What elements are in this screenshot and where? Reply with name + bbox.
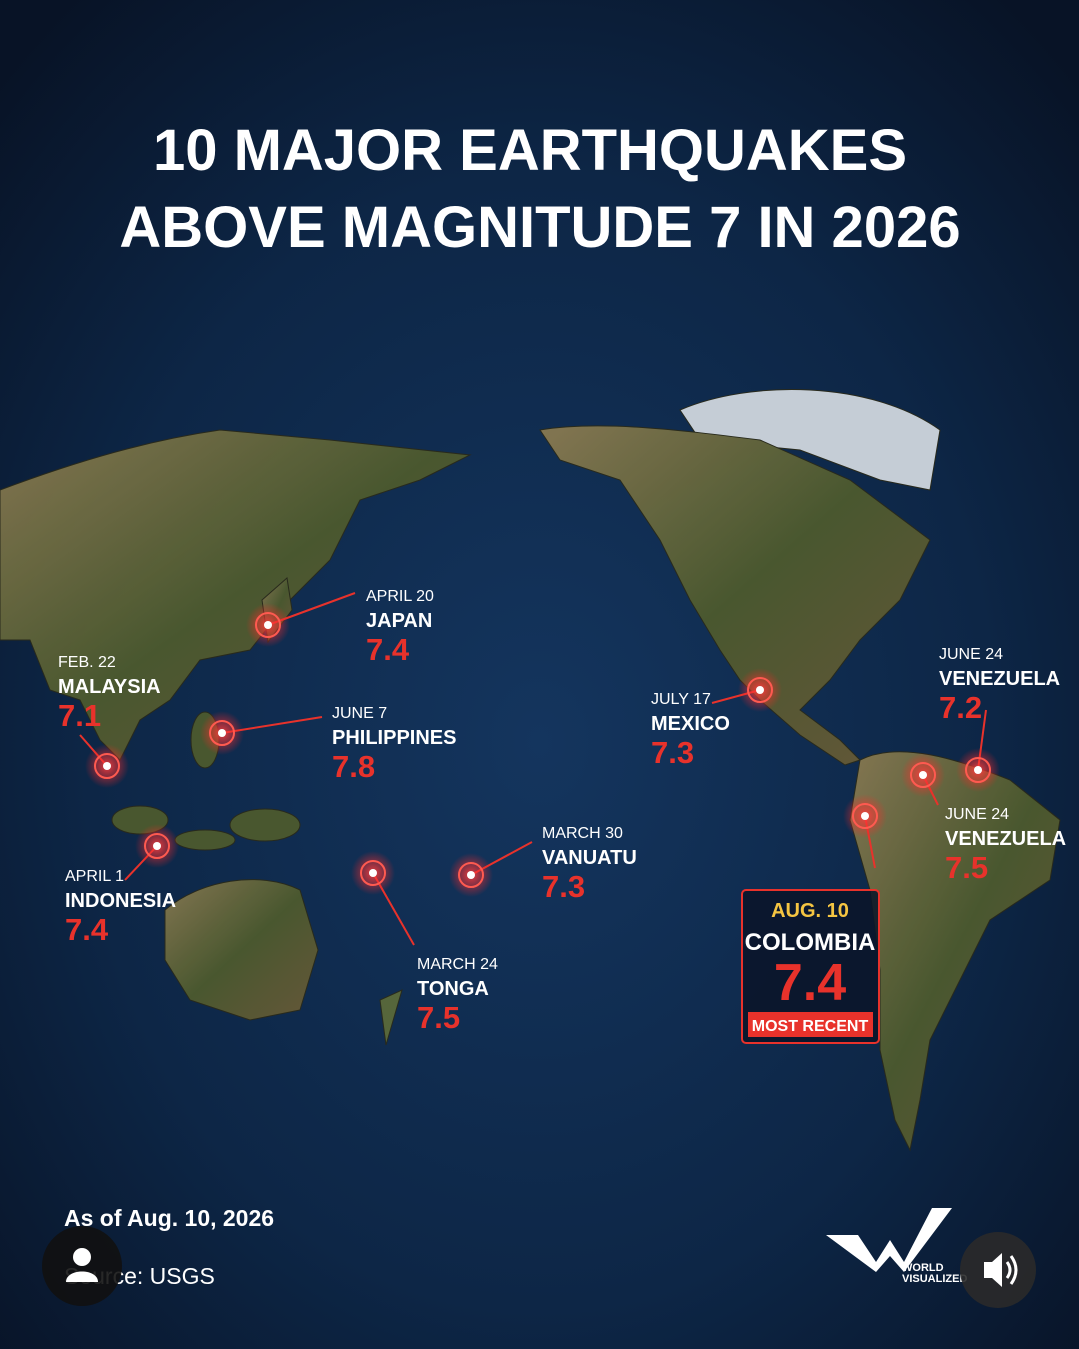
logo-text: VISUALIZED bbox=[902, 1273, 967, 1285]
ring bbox=[458, 862, 484, 888]
profile-icon bbox=[66, 1271, 98, 1282]
magnitude: 7.4 bbox=[65, 912, 109, 947]
country: COLOMBIA bbox=[745, 929, 876, 956]
epicenter bbox=[218, 729, 226, 737]
magnitude: 7.4 bbox=[366, 632, 410, 667]
date: JULY 17 bbox=[651, 691, 711, 708]
date: APRIL 1 bbox=[65, 868, 124, 885]
date: MARCH 30 bbox=[542, 825, 623, 842]
country: TONGA bbox=[417, 978, 489, 1000]
epicenter bbox=[919, 771, 927, 779]
epicenter bbox=[103, 762, 111, 770]
country: VENEZUELA bbox=[945, 828, 1066, 850]
magnitude: 7.8 bbox=[332, 749, 375, 784]
magnitude: 7.3 bbox=[542, 869, 585, 904]
badge: MOST RECENT bbox=[752, 1018, 869, 1035]
map bbox=[0, 389, 1061, 1152]
ring bbox=[852, 803, 878, 829]
sound-icon bbox=[984, 1253, 1002, 1287]
north-america bbox=[539, 425, 931, 766]
badge-bg bbox=[748, 1012, 873, 1037]
date: AUG. 10 bbox=[771, 900, 849, 922]
epicenter bbox=[369, 869, 377, 877]
date: APRIL 20 bbox=[366, 588, 434, 605]
date: JUNE 24 bbox=[945, 806, 1009, 823]
ring bbox=[910, 762, 936, 788]
new-zealand bbox=[379, 989, 403, 1046]
epicenter bbox=[467, 871, 475, 879]
country: PHILIPPINES bbox=[332, 727, 456, 749]
country: INDONESIA bbox=[65, 890, 176, 912]
ring bbox=[144, 833, 170, 859]
greenland bbox=[679, 389, 941, 491]
epicenter bbox=[974, 766, 982, 774]
south-america bbox=[849, 751, 1061, 1152]
ring bbox=[747, 677, 773, 703]
as-of: As of Aug. 10, 2026 bbox=[64, 1205, 274, 1231]
sound-icon bbox=[1005, 1255, 1018, 1285]
magnitude: 7.5 bbox=[417, 1000, 460, 1035]
magnitude: 7.1 bbox=[58, 698, 101, 733]
ring bbox=[94, 753, 120, 779]
magnitude: 7.5 bbox=[945, 850, 988, 885]
ring bbox=[209, 720, 235, 746]
date: JUNE 7 bbox=[332, 705, 387, 722]
country: JAPAN bbox=[366, 610, 432, 632]
country: VANUATU bbox=[542, 847, 637, 869]
date: FEB. 22 bbox=[58, 654, 116, 671]
date: JUNE 24 bbox=[939, 646, 1003, 663]
epicenter bbox=[756, 686, 764, 694]
country: MALAYSIA bbox=[58, 676, 161, 698]
country: MEXICO bbox=[651, 713, 730, 735]
logo-text: WORLD bbox=[902, 1262, 944, 1274]
profile-icon bbox=[73, 1248, 91, 1266]
epicenter bbox=[264, 621, 272, 629]
ring bbox=[965, 757, 991, 783]
date: MARCH 24 bbox=[417, 956, 498, 973]
logo-mark bbox=[826, 1208, 952, 1272]
ring bbox=[360, 860, 386, 886]
australia bbox=[164, 879, 319, 1021]
epicenter bbox=[153, 842, 161, 850]
sound-button[interactable] bbox=[960, 1232, 1036, 1308]
ring bbox=[255, 612, 281, 638]
magnitude: 7.2 bbox=[939, 690, 982, 725]
magnitude: 7.3 bbox=[651, 735, 694, 770]
title-line: 10 MAJOR EARTHQUAKES bbox=[153, 118, 907, 183]
highlight-box bbox=[741, 889, 880, 1044]
island bbox=[174, 829, 236, 851]
island bbox=[229, 808, 301, 842]
epicenter bbox=[861, 812, 869, 820]
profile-button[interactable] bbox=[42, 1226, 122, 1306]
country: VENEZUELA bbox=[939, 668, 1060, 690]
magnitude: 7.4 bbox=[774, 954, 846, 1012]
title-line: ABOVE MAGNITUDE 7 IN 2026 bbox=[119, 195, 960, 260]
